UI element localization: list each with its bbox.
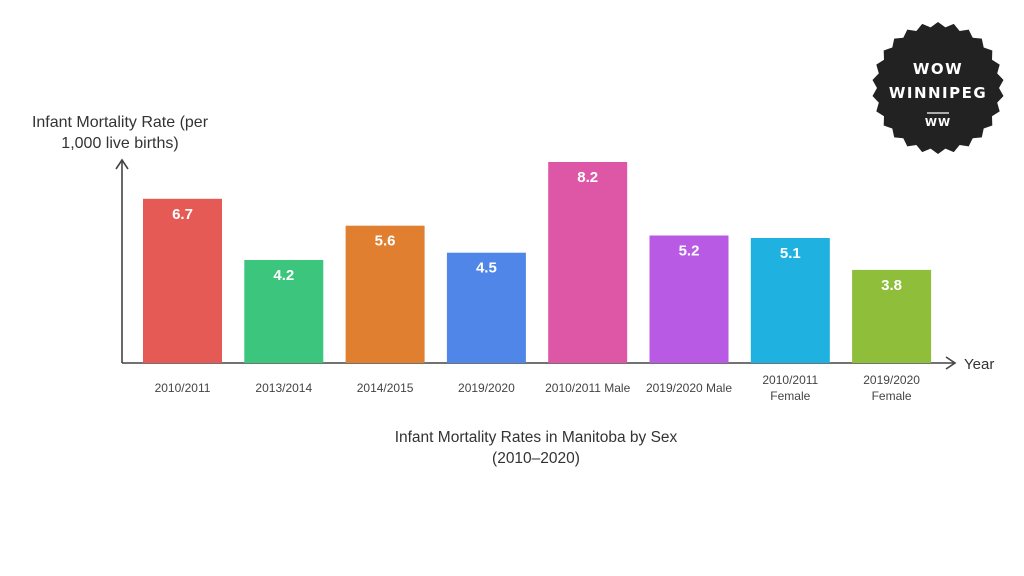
badge-line-1: WOW (913, 60, 963, 78)
bar-series: 6.7 4.2 5.6 4.5 8.2 5.2 5.1 3.8 (143, 162, 932, 363)
bar (244, 260, 324, 363)
y-axis (115, 158, 129, 363)
bar-value-label: 4.2 (273, 267, 294, 284)
bar (143, 198, 222, 363)
x-axis-title: Year (964, 356, 994, 373)
bar (548, 162, 628, 363)
x-tick-label: 2019/2020 (458, 381, 515, 395)
x-tick-label: 2010/2011 Male (545, 381, 631, 395)
x-tick-label: 2019/2020 Male (646, 381, 732, 395)
x-tick-label: 2010/2011 (155, 381, 211, 395)
x-tick-label: Female (872, 389, 912, 403)
wow-winnipeg-logo: WOW WINNIPEG WW (872, 22, 1004, 154)
badge-monogram: WW (925, 116, 951, 129)
badge-background (872, 22, 1004, 154)
bar-value-label: 4.5 (476, 260, 497, 277)
bar-value-label: 3.8 (881, 277, 902, 294)
badge-line-2: WINNIPEG (889, 84, 987, 102)
bar-value-label: 8.2 (577, 169, 598, 186)
chart-caption-line-2: (2010–2020) (492, 450, 580, 467)
bar-value-label: 6.7 (172, 206, 193, 223)
chart-caption-line-1: Infant Mortality Rates in Manitoba by Se… (395, 429, 678, 446)
x-tick-labels: 2010/2011 2013/2014 2014/2015 2019/2020 2010… (155, 373, 921, 403)
y-axis-title-line-2: 1,000 live births) (61, 135, 178, 152)
bar (446, 252, 526, 363)
y-axis-title-line-1: Infant Mortality Rate (per (32, 114, 209, 131)
x-tick-label: 2019/2020 (863, 373, 920, 387)
x-tick-label: 2010/2011 (762, 373, 818, 387)
bar (852, 269, 932, 363)
bar-value-label: 5.1 (780, 245, 801, 262)
bar (750, 238, 830, 363)
x-tick-label: 2013/2014 (255, 381, 312, 395)
x-tick-label: Female (770, 389, 810, 403)
bar (649, 235, 729, 363)
bar (345, 225, 425, 363)
x-tick-label: 2014/2015 (357, 381, 414, 395)
bar-value-label: 5.2 (679, 243, 700, 260)
bar-value-label: 5.6 (375, 233, 396, 250)
